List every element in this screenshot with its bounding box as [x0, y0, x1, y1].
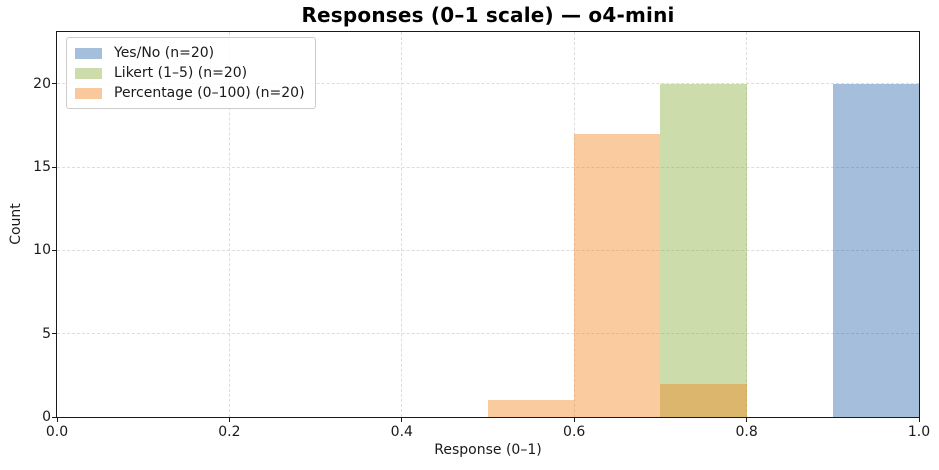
- y-tick-mark: [52, 416, 56, 418]
- legend-item-likert: Likert (1–5) (n=20): [75, 63, 305, 83]
- gridline-horizontal: [57, 166, 919, 168]
- y-tick-mark: [52, 249, 56, 251]
- legend-item-yes-no: Yes/No (n=20): [75, 43, 305, 63]
- gridline-horizontal: [57, 249, 919, 251]
- y-tick-mark: [52, 83, 56, 85]
- x-tick-mark: [56, 418, 58, 422]
- y-tick-label: 10: [33, 242, 51, 259]
- histogram-bar-percentage: [488, 400, 575, 417]
- x-tick-mark: [918, 418, 920, 422]
- x-tick-mark: [228, 418, 230, 422]
- x-tick-mark: [573, 418, 575, 422]
- legend-label-yes-no: Yes/No (n=20): [114, 45, 215, 61]
- x-tick-label: 1.0: [907, 424, 931, 440]
- x-tick-label: 0.0: [45, 424, 69, 440]
- gridline-vertical: [228, 32, 230, 417]
- y-tick-label: 5: [42, 325, 51, 342]
- legend-swatch-likert: [75, 67, 102, 79]
- histogram-bar-likert: [660, 83, 747, 417]
- legend-item-percentage: Percentage (0–100) (n=20): [75, 83, 305, 103]
- y-tick-label: 20: [33, 75, 51, 92]
- gridline-vertical: [401, 32, 403, 417]
- plot-area: Yes/No (n=20) Likert (1–5) (n=20) Percen…: [56, 31, 920, 418]
- chart-title: Responses (0–1 scale) — o4-mini: [301, 3, 675, 27]
- legend-label-percentage: Percentage (0–100) (n=20): [114, 85, 305, 101]
- histogram-bar-percentage: [574, 133, 661, 417]
- x-tick-mark: [401, 418, 403, 422]
- x-tick-mark: [746, 418, 748, 422]
- x-tick-label: 0.2: [218, 424, 241, 440]
- x-tick-label: 0.8: [735, 424, 758, 440]
- histogram-bar-percentage: [660, 383, 747, 417]
- x-tick-label: 0.4: [390, 424, 413, 440]
- y-tick-mark: [52, 333, 56, 335]
- x-tick-label: 0.6: [563, 424, 586, 440]
- gridline-horizontal: [57, 333, 919, 335]
- legend-swatch-percentage: [75, 87, 102, 99]
- gridline-horizontal: [57, 83, 919, 85]
- gridline-vertical: [746, 32, 748, 417]
- y-tick-label: 15: [33, 159, 51, 175]
- legend-label-likert: Likert (1–5) (n=20): [114, 65, 248, 81]
- legend-swatch-yes-no: [75, 47, 102, 59]
- legend: Yes/No (n=20) Likert (1–5) (n=20) Percen…: [66, 37, 316, 109]
- gridline-vertical: [573, 32, 575, 417]
- histogram-bar-yes-no: [832, 83, 919, 417]
- x-axis-label: Response (0–1): [434, 442, 542, 458]
- y-axis-label: Count: [8, 203, 24, 245]
- y-tick-label: 0: [42, 409, 51, 425]
- y-tick-mark: [52, 166, 56, 168]
